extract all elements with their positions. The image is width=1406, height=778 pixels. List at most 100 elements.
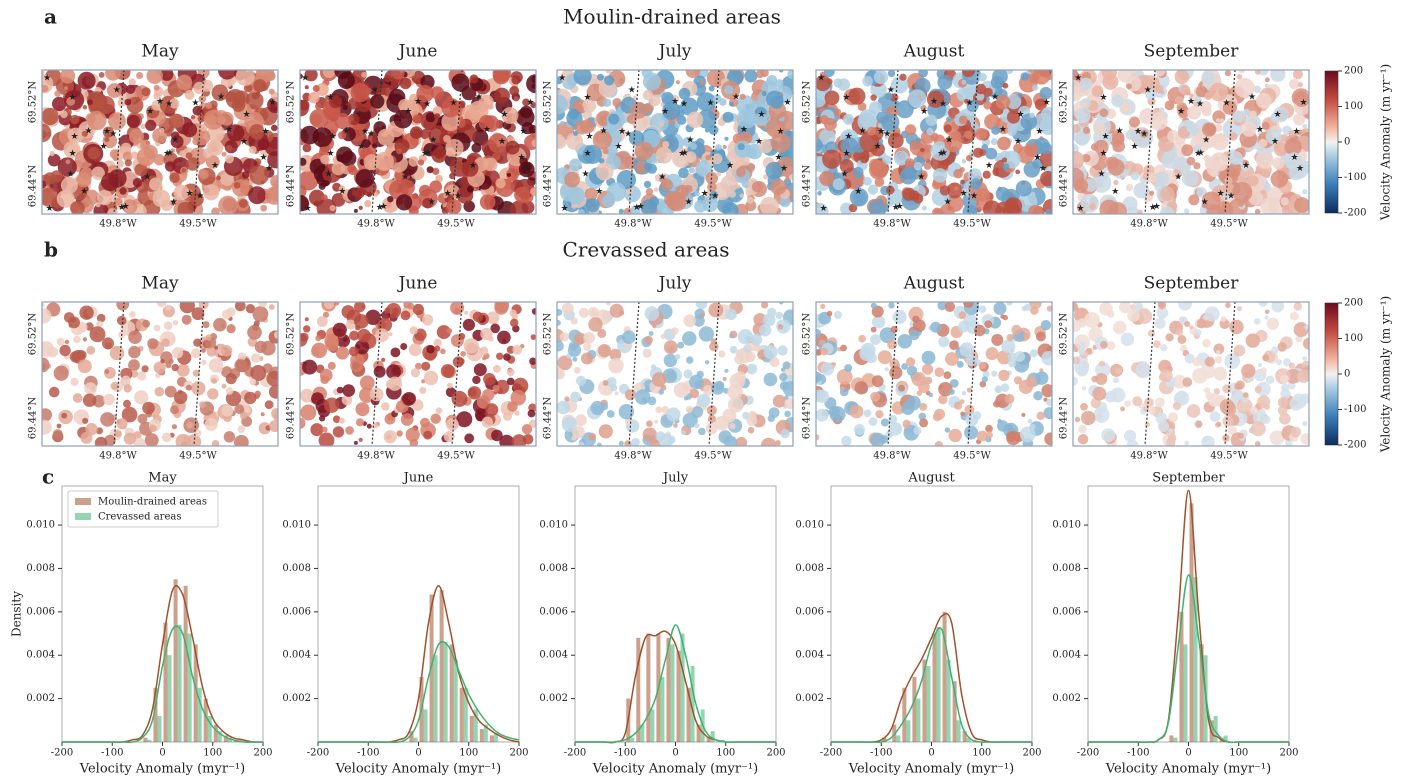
map-blob [493,385,500,392]
moulin-star: ★ [896,202,904,212]
map-blob [211,207,220,216]
x-tick-label: 0 [1185,748,1191,759]
map-blob [1249,110,1257,118]
map-blob [738,143,745,150]
map-blob [976,84,987,95]
plot-area [831,486,1032,742]
legend-label: Crevassed areas [98,512,181,523]
map-blob [949,340,959,350]
map-x-tick-label: 49.8°W [1130,451,1168,462]
map-blob [843,114,854,125]
map-blob [426,345,434,353]
map-blob [1029,113,1034,118]
moulin-star: ★ [170,198,178,208]
map-blob [413,304,424,315]
map-blob [431,414,441,424]
y-tick-label: 0.010 [1052,520,1081,531]
map-y-tick-label: 69.44°N [543,165,554,208]
map-blob [568,344,581,357]
map-blob [142,320,150,328]
map-blob [1082,386,1086,390]
moulin-star: ★ [920,107,928,117]
y-tick-label: 0.008 [795,563,824,574]
map-blob [1260,367,1267,374]
map-blob [480,347,488,355]
map-blob [361,72,367,78]
map-blob [203,148,213,158]
map-blob [813,390,826,403]
map-blob [644,163,652,171]
map-blob [1181,144,1193,156]
map-blob [142,402,155,415]
map-blob [656,147,673,164]
map-blob [918,68,928,78]
map-blob [1246,333,1260,347]
moulin-star: ★ [883,130,891,140]
map-blob [323,66,335,78]
map-blob [1070,304,1078,312]
moulin-star: ★ [1039,164,1047,174]
map-blob [531,139,539,147]
x-axis-label: Velocity Anomaly (myr⁻¹) [1105,762,1271,777]
map-blob [1222,384,1231,393]
map-blob [255,341,267,353]
map-blob [570,392,581,403]
map-texture: ★★★★★★★★★★★★★★★★★★★★★★★★★★★★★★★★★★ [292,62,545,219]
map-blob [1131,172,1140,181]
map-blob [899,74,906,81]
map-blob [619,441,624,446]
row-title: Crevassed areas [563,238,730,262]
map-blob [919,418,928,427]
moulin-star: ★ [1256,125,1264,135]
map-blob [345,426,354,435]
map-blob [436,407,443,414]
moulin-star: ★ [1300,98,1308,108]
map-blob [853,167,864,178]
map-blob [355,325,360,330]
hist-bar [460,688,464,742]
map-blob [555,320,561,326]
map-blob [994,302,1007,315]
map-blob [820,348,828,356]
map-blob [68,317,80,329]
map-blob [142,365,149,372]
hist-bar [480,729,484,742]
x-tick-label: 100 [1229,748,1248,759]
map-blob [682,331,696,345]
chart-title: August [907,471,955,486]
map-blob [723,202,739,218]
hist-bar [214,725,218,742]
moulin-star: ★ [1043,98,1051,108]
map-blob [586,198,600,212]
map-blob [1176,329,1183,336]
moulin-star: ★ [999,125,1007,135]
map-blob [1023,333,1030,340]
map-blob [110,346,124,360]
map-blob [700,80,705,85]
map-blob [410,126,423,139]
map-blob [1120,406,1125,411]
map-blob [908,89,926,107]
map-blob [133,178,142,187]
map-blob [861,343,876,358]
y-tick-label: 0.006 [1052,606,1081,617]
map-blob [664,340,678,354]
map-blob [740,94,746,100]
map-blob [1205,357,1215,367]
map-blob [671,327,679,335]
moulin-star: ★ [85,127,93,137]
map-y-tick-label: 69.52°N [543,81,554,124]
y-tick-label: 0.008 [26,563,55,574]
x-tick-label: -200 [51,748,73,759]
map-x-tick-label: 49.8°W [357,451,395,462]
map-blob [911,372,925,386]
map-blob [211,378,217,384]
map-blob [1278,397,1289,408]
map-blob [141,124,146,129]
colorbar-tick-label: -200 [1344,440,1366,451]
map-blob [269,304,275,310]
moulin-star: ★ [944,198,952,208]
moulin-star: ★ [338,187,346,197]
moulin-star: ★ [1290,153,1298,163]
map-blob [780,429,789,438]
